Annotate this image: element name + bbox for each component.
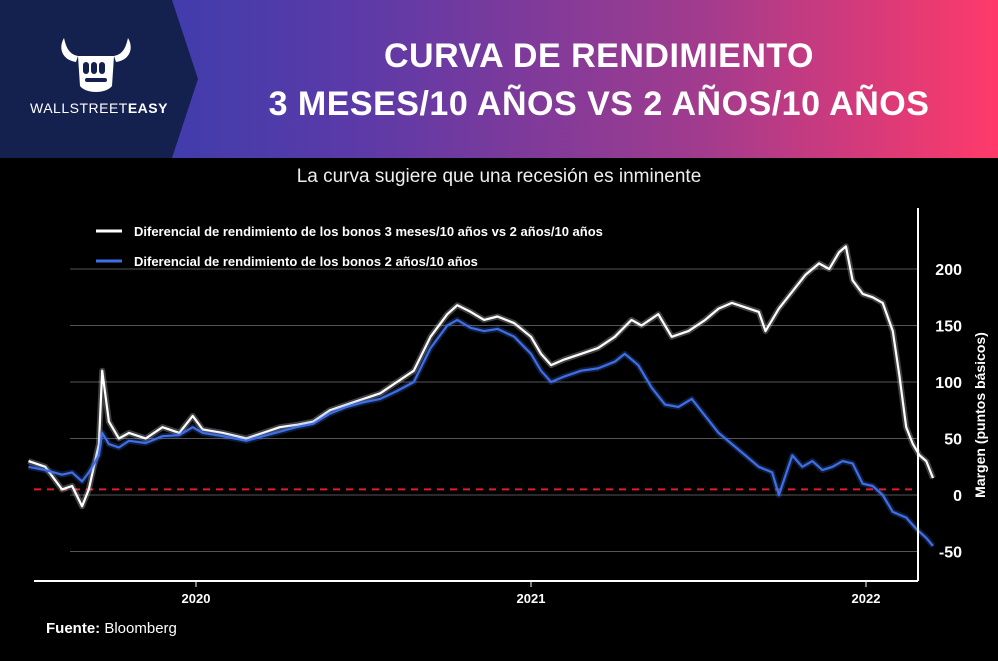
y-tick-label--50: -50 xyxy=(939,545,962,562)
page-title: CURVA DE RENDIMIENTO 3 MESES/10 AÑOS VS … xyxy=(200,32,998,128)
series-line-2y10y xyxy=(28,318,934,547)
x-tick-label-2021: 2021 xyxy=(517,591,546,606)
series-lines xyxy=(27,243,936,548)
header-banner: WALLSTREETEASY CURVA DE RENDIMIENTO 3 ME… xyxy=(0,0,998,158)
source-value: Bloomberg xyxy=(104,620,177,637)
y-tick-label-150: 150 xyxy=(935,319,962,336)
brand-name: WALLSTREETEASY xyxy=(30,100,168,116)
series-line-3m10y xyxy=(28,245,935,508)
brand-name-plain: WALLSTREET xyxy=(30,100,128,116)
legend: Diferencial de rendimiento de los bonos … xyxy=(96,224,603,269)
brand-name-bold: EASY xyxy=(127,100,168,116)
title-line-2: 3 MESES/10 AÑOS VS 2 AÑOS/10 AÑOS xyxy=(268,85,930,123)
chart-subtitle: La curva sugiere que una recesión es inm… xyxy=(296,166,702,187)
x-axis-ticks: 2020 2021 2022 xyxy=(182,581,881,606)
series-line-2y10y-glow xyxy=(27,316,936,548)
x-tick-label-2022: 2022 xyxy=(852,591,881,606)
y-axis-label: Margen (puntos básicos) xyxy=(972,332,988,498)
logo-panel: WALLSTREETEASY xyxy=(0,0,198,158)
legend-label-3m10y: Diferencial de rendimiento de los bonos … xyxy=(134,224,603,239)
source-credit: Fuente: Bloomberg xyxy=(46,620,177,637)
source-label: Fuente: xyxy=(46,620,101,637)
y-tick-label-100: 100 xyxy=(935,375,962,392)
y-axis-ticks: -50 0 50 100 150 200 xyxy=(935,262,962,562)
title-line-1: CURVA DE RENDIMIENTO xyxy=(383,37,814,75)
bull-fist-icon xyxy=(61,38,131,92)
y-tick-label-0: 0 xyxy=(953,488,962,505)
legend-label-2y10y: Diferencial de rendimiento de los bonos … xyxy=(134,254,478,269)
x-tick-label-2020: 2020 xyxy=(182,591,211,606)
yield-curve-chart: 2020 2021 2022 -50 0 50 100 150 200 Margen (pun… xyxy=(27,208,988,606)
grid-lines xyxy=(70,268,918,552)
y-tick-label-50: 50 xyxy=(944,432,962,449)
y-tick-label-200: 200 xyxy=(935,262,962,279)
